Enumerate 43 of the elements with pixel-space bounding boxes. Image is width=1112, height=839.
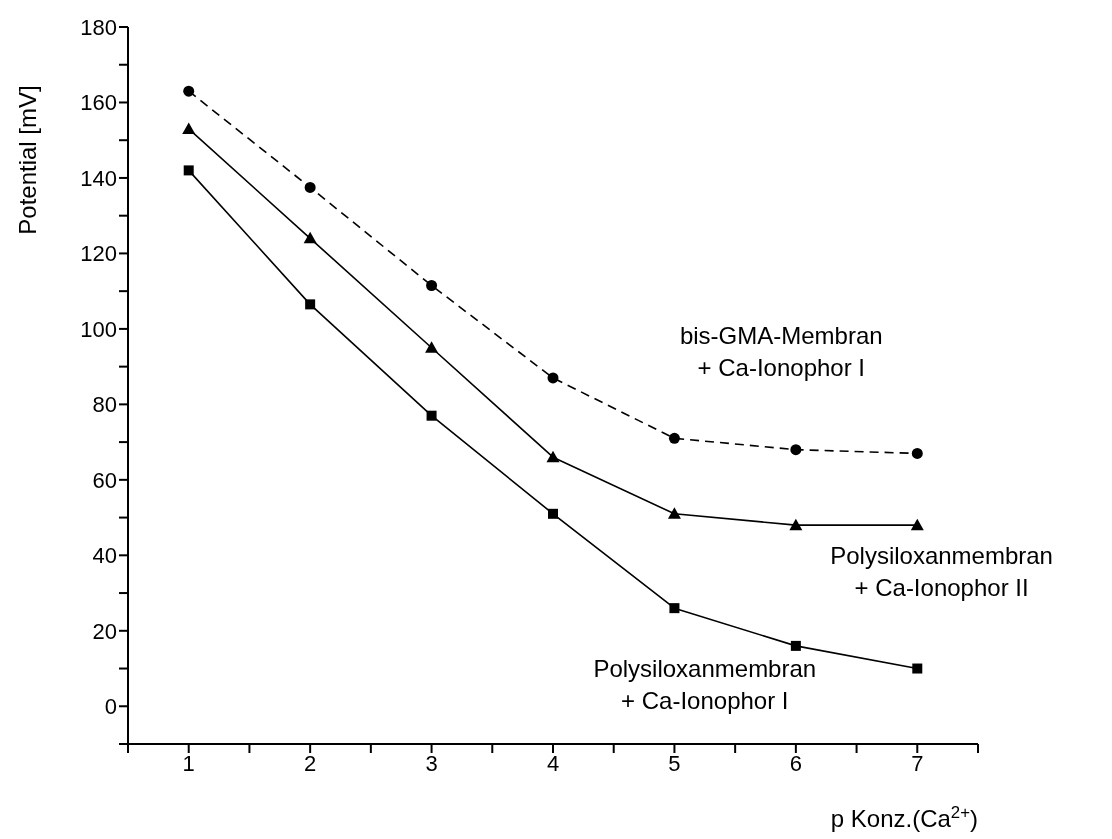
- point: [305, 299, 316, 310]
- y-tick-label: 40: [92, 543, 117, 569]
- point: [790, 444, 802, 456]
- point: [669, 603, 680, 614]
- x-axis-title: p Konz.(Ca$^{2+}$): [830, 802, 978, 832]
- x-tick-label: 6: [789, 750, 802, 776]
- y-tick-label: 160: [80, 90, 117, 116]
- point: [910, 518, 924, 531]
- point: [182, 122, 196, 134]
- y-tick-label: 100: [80, 316, 117, 342]
- point: [303, 231, 317, 244]
- x-tick-label: 4: [546, 750, 560, 776]
- point: [912, 663, 923, 674]
- text: bis-GMA-Membran + Ca-Ionophor I: [679, 322, 883, 382]
- series-label: Polysiloxanmembran + Ca-Ionophor II: [830, 542, 1053, 602]
- y-axis-title: Potential [mV]: [14, 85, 41, 235]
- point: [425, 341, 439, 353]
- x-tick-label: 7: [911, 750, 924, 776]
- point: [426, 280, 438, 291]
- point: [667, 507, 681, 519]
- point: [426, 410, 437, 421]
- point: [547, 372, 559, 384]
- point: [911, 447, 923, 459]
- x-tick-label: 1: [182, 750, 195, 776]
- point: [183, 165, 194, 176]
- point: [183, 85, 195, 97]
- y-tick-label: 60: [92, 467, 117, 493]
- y-tick-label: 20: [92, 618, 117, 644]
- y-tick-label: 180: [80, 14, 117, 40]
- point: [304, 181, 316, 193]
- point: [546, 450, 560, 463]
- point: [548, 508, 558, 519]
- y-tick-label: 140: [80, 165, 117, 191]
- x-tick-label: 3: [425, 750, 438, 776]
- y-tick-label: 120: [80, 241, 117, 267]
- series-label: Polysiloxanmembran + Ca-Ionophor I: [593, 655, 817, 715]
- point: [668, 432, 680, 444]
- point: [790, 640, 801, 651]
- x-tick-label: 2: [304, 750, 317, 776]
- y-tick-label: 0: [104, 694, 117, 720]
- x-tick-label: 5: [668, 750, 681, 776]
- y-tick-label: 80: [92, 392, 117, 418]
- point: [789, 518, 803, 531]
